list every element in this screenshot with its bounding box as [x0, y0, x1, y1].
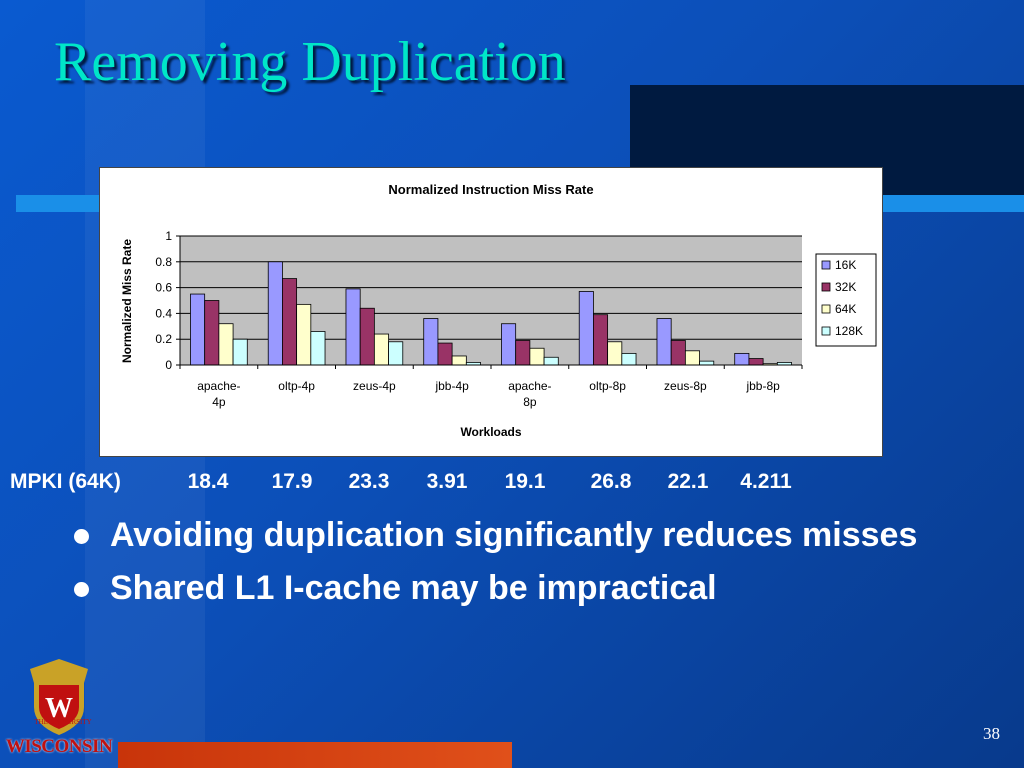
bar [359, 307, 375, 366]
bar [515, 340, 531, 366]
bar [296, 303, 312, 366]
x-tick-label: oltp-4p [278, 379, 315, 393]
y-tick-label: 0.2 [155, 332, 172, 346]
legend-label: 64K [835, 302, 856, 316]
bar [373, 333, 389, 366]
y-tick-label: 1 [165, 229, 172, 243]
mpki-value: 17.9 [271, 470, 313, 493]
bar [190, 293, 206, 366]
mpki-row: MPKI (64K) 18.4 17.9 23.3 3.91 19.1 26.8 22.1 4… [0, 470, 1024, 500]
bar [232, 338, 248, 366]
bar [621, 352, 637, 366]
slide-title: Removing Duplication [54, 31, 566, 93]
x-tick-label: jbb-4p [434, 379, 469, 393]
bar [501, 323, 517, 366]
bar [218, 323, 234, 366]
svg-text:W: W [45, 693, 73, 724]
bullet-item: Avoiding duplication significantly reduc… [74, 512, 974, 559]
mpki-value: 22.1 [667, 470, 709, 493]
legend-label: 32K [835, 280, 856, 294]
bar [543, 356, 559, 366]
y-tick-label: 0.6 [155, 281, 172, 295]
x-tick-label: zeus-4p [353, 379, 396, 393]
x-axis-label: Workloads [460, 425, 521, 439]
bar [578, 291, 594, 366]
y-tick-label: 0.8 [155, 255, 172, 269]
bar [204, 300, 220, 366]
x-tick-label: 8p [523, 395, 537, 409]
bar [437, 342, 453, 366]
x-tick-label: apache- [508, 379, 551, 393]
bar [748, 358, 764, 366]
bar [670, 340, 686, 366]
bar [451, 355, 467, 366]
legend-swatch [821, 304, 831, 314]
bar [423, 318, 439, 366]
bullet-text: Shared L1 I-cache may be impractical [110, 569, 717, 607]
bullet-dot-icon [74, 582, 89, 597]
bar [345, 288, 361, 366]
chart-title: Normalized Instruction Miss Rate [388, 182, 593, 197]
bar [310, 331, 326, 366]
bar-chart: Normalized Instruction Miss Rate 0 0.2 0.4 0… [120, 182, 877, 439]
legend-swatch [821, 326, 831, 336]
x-tick-label: apache- [197, 379, 240, 393]
mpki-value: 19.1 [504, 470, 546, 493]
page-number: 38 [983, 724, 1000, 743]
legend-swatch [821, 260, 831, 270]
legend-label: 16K [835, 258, 856, 272]
mpki-label: MPKI (64K) [10, 470, 121, 493]
x-tick-label: zeus-8p [664, 379, 707, 393]
bullet-dot-icon [74, 529, 89, 544]
bar [529, 347, 545, 366]
chart-container: Normalized Instruction Miss Rate 0 0.2 0.4 0… [99, 167, 883, 457]
bar [699, 360, 715, 366]
legend-swatch [821, 282, 831, 292]
decorative-strip-left [16, 195, 100, 212]
x-tick-label: oltp-8p [589, 379, 626, 393]
university-crest-icon: W [30, 659, 88, 735]
bar [656, 318, 672, 366]
y-tick-label: 0 [165, 358, 172, 372]
y-tick-label: 0.4 [155, 306, 172, 320]
x-tick-label: 4p [212, 395, 226, 409]
bar [267, 261, 283, 366]
bar [593, 314, 609, 366]
bar [282, 278, 298, 366]
bullet-item: Shared L1 I-cache may be impractical [74, 565, 974, 612]
bar [734, 352, 750, 366]
legend-label: 128K [835, 324, 863, 338]
mpki-value: 4.211 [740, 470, 792, 493]
mpki-value: 18.4 [187, 470, 229, 493]
logo-caption: THE UNIVERSITY [34, 718, 92, 726]
decorative-strip-right [880, 195, 1024, 212]
logo-wordmark: WISCONSIN [5, 736, 113, 757]
mpki-value: 26.8 [590, 470, 632, 493]
mpki-value: 3.91 [426, 470, 468, 493]
bar [684, 350, 700, 366]
y-axis-label: Normalized Miss Rate [120, 239, 134, 363]
bar [388, 341, 404, 366]
mpki-value: 23.3 [348, 470, 390, 493]
bullet-text: Avoiding duplication significantly reduc… [110, 516, 918, 554]
x-tick-label: jbb-8p [745, 379, 780, 393]
bar [607, 341, 623, 366]
decorative-bottom-bar [118, 742, 512, 768]
bullet-list: Avoiding duplication significantly reduc… [74, 512, 974, 618]
